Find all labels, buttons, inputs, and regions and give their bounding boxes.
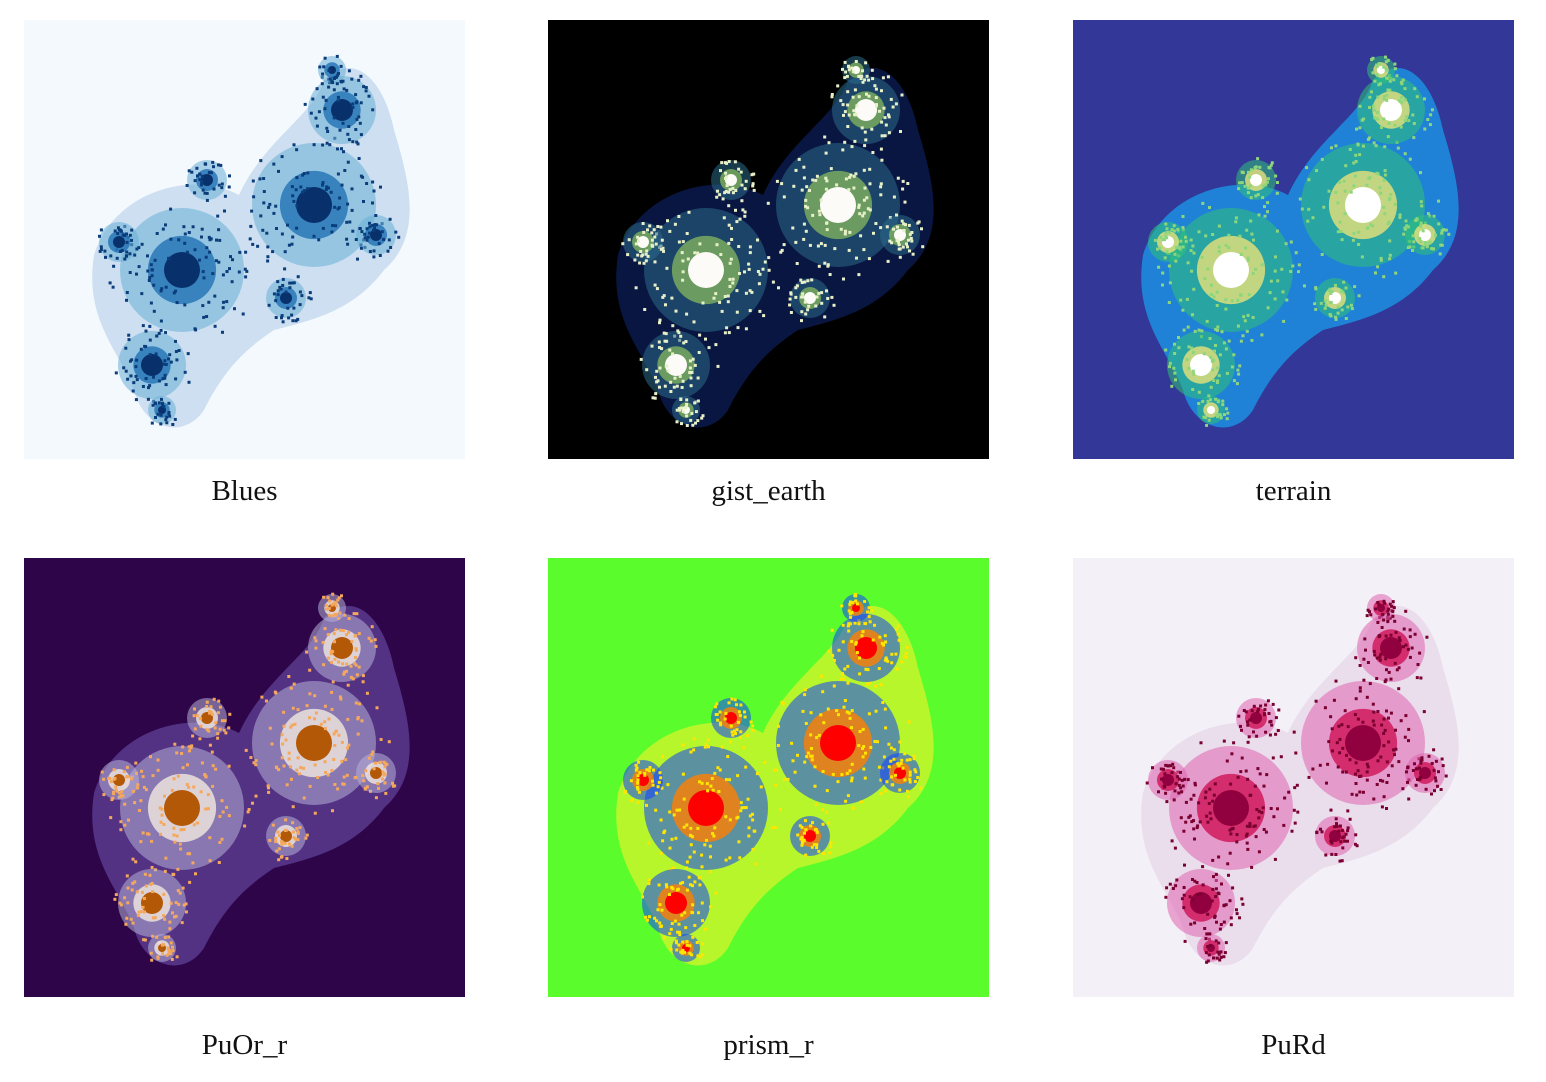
fractal-image-blues <box>24 20 465 459</box>
fractal-image-gist-earth <box>548 20 989 459</box>
fractal-image-purd <box>1073 558 1514 997</box>
panel-label: Blues <box>211 475 278 507</box>
fractal-render <box>548 558 989 997</box>
fractal-render <box>24 20 465 459</box>
fractal-render <box>24 558 465 997</box>
fractal-image-puor-r <box>24 558 465 997</box>
panel-label: prism_r <box>723 1029 814 1061</box>
panel-label: gist_earth <box>711 475 826 507</box>
fractal-render <box>1073 20 1514 459</box>
panel-label: PuOr_r <box>201 1029 288 1061</box>
fractal-image-prism-r <box>548 558 989 997</box>
panel-label: terrain <box>1255 475 1332 507</box>
fractal-render <box>548 20 989 459</box>
fractal-render <box>1073 558 1514 997</box>
fractal-image-terrain <box>1073 20 1514 459</box>
panel-label: PuRd <box>1261 1029 1326 1061</box>
